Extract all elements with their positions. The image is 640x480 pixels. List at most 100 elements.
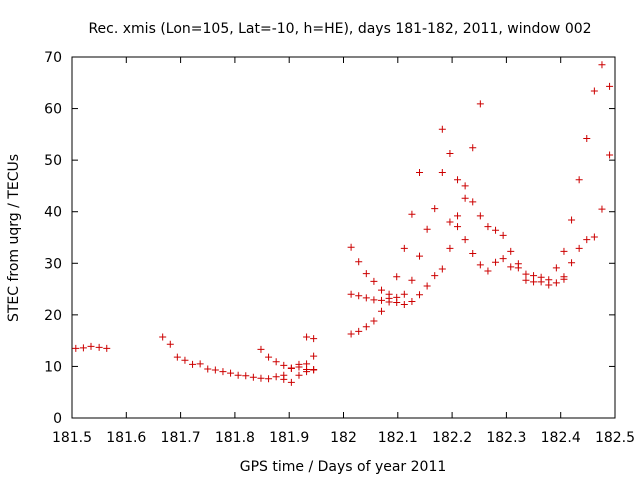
data-point: [530, 278, 538, 286]
data-point: [560, 273, 568, 281]
data-point: [454, 176, 462, 184]
data-point: [249, 373, 257, 381]
data-point: [242, 372, 250, 380]
data-point: [438, 125, 446, 133]
data-point: [370, 317, 378, 325]
x-tick-label: 181.5: [52, 430, 92, 446]
data-point: [72, 344, 80, 352]
data-point: [575, 176, 583, 184]
data-point: [583, 134, 591, 142]
data-point: [173, 353, 181, 361]
data-point: [438, 265, 446, 273]
data-point: [469, 198, 477, 206]
data-point: [196, 360, 204, 368]
data-point: [522, 270, 530, 278]
data-point: [265, 353, 273, 361]
data-point: [295, 360, 303, 368]
data-point: [378, 286, 386, 294]
data-points: [72, 61, 614, 386]
data-point: [280, 361, 288, 369]
data-point: [272, 373, 280, 381]
data-point: [272, 358, 280, 366]
chart-title: Rec. xmis (Lon=105, Lat=-10, h=HE), days…: [88, 21, 591, 37]
y-tick-label: 30: [44, 256, 62, 272]
data-point: [484, 267, 492, 275]
data-point: [507, 247, 515, 255]
data-point: [181, 356, 189, 364]
data-point: [280, 371, 288, 379]
data-point: [476, 212, 484, 220]
y-axis: 0 10 20 30 40 50 60 70: [44, 50, 615, 427]
data-point: [257, 345, 265, 353]
data-point: [454, 223, 462, 231]
data-point: [400, 244, 408, 252]
data-point: [79, 344, 87, 352]
data-point: [423, 225, 431, 233]
y-tick-label: 10: [44, 359, 62, 375]
data-point: [303, 333, 311, 341]
y-tick-label: 50: [44, 153, 62, 169]
data-point: [575, 244, 583, 252]
data-point: [310, 335, 318, 343]
data-point: [514, 264, 522, 272]
data-point: [446, 149, 454, 157]
x-tick-label: 182.4: [541, 430, 581, 446]
data-point: [265, 375, 273, 383]
x-tick-label: 181.8: [215, 430, 255, 446]
data-point: [355, 327, 363, 335]
data-point: [416, 169, 424, 177]
data-point: [461, 236, 469, 244]
data-point: [370, 296, 378, 304]
data-point: [408, 297, 416, 305]
data-point: [431, 205, 439, 213]
data-point: [355, 292, 363, 300]
data-point: [189, 360, 197, 368]
data-point: [362, 294, 370, 302]
data-point: [347, 243, 355, 251]
data-point: [362, 323, 370, 331]
data-point: [568, 259, 576, 267]
data-point: [303, 366, 311, 374]
data-point: [378, 296, 386, 304]
data-point: [545, 281, 553, 289]
y-tick-label: 40: [44, 205, 62, 221]
data-point: [492, 258, 500, 266]
plot-frame: [71, 56, 616, 419]
data-point: [355, 258, 363, 266]
data-point: [393, 293, 401, 301]
data-point: [590, 87, 598, 95]
data-point: [522, 276, 530, 284]
data-point: [370, 277, 378, 285]
data-point: [568, 216, 576, 224]
data-point: [166, 340, 174, 348]
data-point: [606, 151, 614, 159]
y-tick-label: 70: [44, 50, 62, 66]
data-point: [385, 290, 393, 298]
data-point: [347, 330, 355, 338]
data-point: [454, 212, 462, 220]
data-point: [438, 169, 446, 177]
x-tick-label: 182.3: [486, 430, 526, 446]
data-point: [560, 247, 568, 255]
data-point: [431, 272, 439, 280]
y-axis-label: STEC from uqrg / TECUs: [6, 154, 22, 322]
y-tick-label: 60: [44, 102, 62, 118]
data-point: [310, 366, 318, 374]
x-axis-label: GPS time / Days of year 2011: [240, 459, 447, 475]
data-point: [476, 261, 484, 269]
data-point: [103, 344, 111, 352]
data-point: [378, 307, 386, 315]
data-point: [295, 371, 303, 379]
x-tick-label: 181.7: [161, 430, 201, 446]
data-point: [211, 366, 219, 374]
data-point: [598, 205, 606, 213]
data-point: [400, 290, 408, 298]
data-point: [461, 194, 469, 202]
x-axis: 181.5 181.6 181.7 181.8 181.9 182 182.1 182.2 18…: [52, 57, 635, 446]
data-point: [606, 82, 614, 90]
data-point: [446, 244, 454, 252]
data-point: [499, 255, 507, 263]
data-point: [423, 282, 431, 290]
data-point: [499, 231, 507, 239]
